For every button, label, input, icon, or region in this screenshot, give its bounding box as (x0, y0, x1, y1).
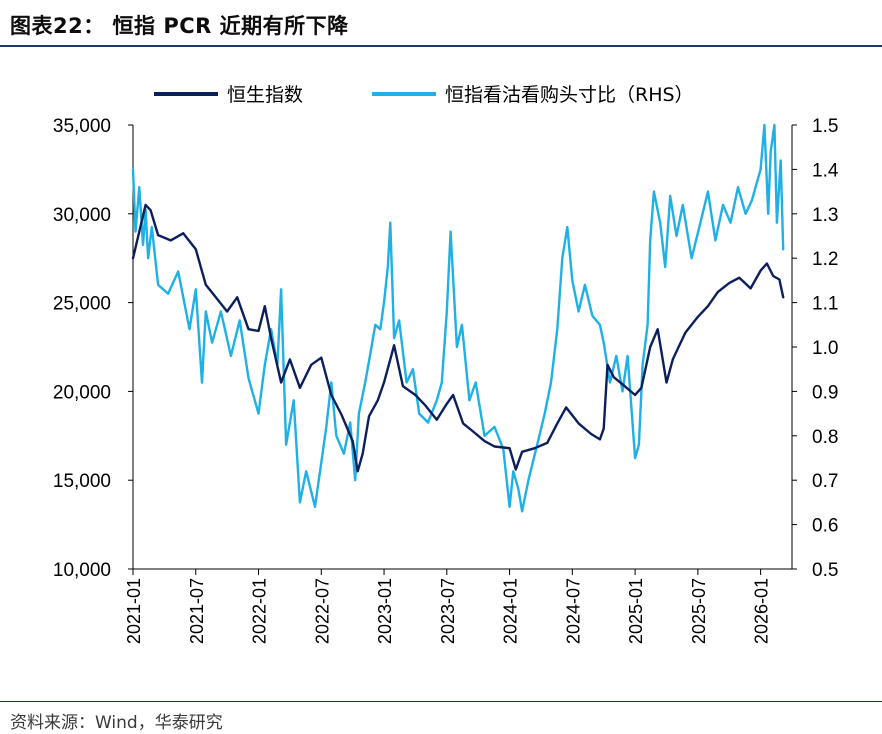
left-tick-label: 10,000 (53, 560, 111, 581)
x-tick-label: 2025-01 (626, 578, 646, 644)
chart-legend: 恒生指数 恒指看沽看购头寸比（RHS） (154, 84, 694, 106)
right-tick-label: 0.6 (812, 516, 838, 537)
x-tick-label: 2022-01 (250, 578, 270, 644)
legend-label-1: 恒指看沽看购头寸比（RHS） (445, 84, 694, 106)
left-tick-label: 25,000 (53, 294, 111, 315)
x-tick-label: 2021-01 (124, 578, 144, 644)
x-tick-label: 2025-07 (689, 578, 709, 644)
right-tick-label: 1.1 (812, 294, 838, 315)
x-tick-label: 2021-07 (187, 578, 207, 644)
right-tick-label: 1.3 (812, 205, 838, 226)
right-tick-label: 0.7 (812, 471, 838, 492)
footer-divider (0, 701, 882, 702)
x-tick-label: 2024-01 (501, 578, 521, 644)
right-tick-label: 1.0 (812, 338, 838, 359)
title-divider (0, 45, 882, 47)
series-line-1 (131, 123, 785, 513)
series-line-0 (131, 203, 785, 473)
left-tick-label: 20,000 (53, 382, 111, 403)
chart-axes: 10,000 15,000 20,000 25,000 30,000 35,000 0.5 0… (53, 116, 839, 644)
x-tick-label: 2023-07 (438, 578, 458, 644)
x-tick-label: 2024-07 (563, 578, 583, 644)
x-tick-label: 2026-01 (752, 578, 772, 644)
source-note: 资料来源：Wind，华泰研究 (10, 713, 223, 733)
left-tick-label: 15,000 (53, 471, 111, 492)
left-tick-label: 30,000 (53, 205, 111, 226)
right-tick-label: 0.8 (812, 427, 838, 448)
x-tick-label: 2022-07 (312, 578, 332, 644)
chart: 10,000 15,000 20,000 25,000 30,000 35,000 0.5 0… (53, 84, 839, 644)
x-tick-label: 2023-01 (375, 578, 395, 644)
right-tick-label: 1.5 (812, 116, 838, 137)
right-tick-label: 1.4 (812, 160, 839, 181)
chart-series (131, 123, 785, 513)
left-tick-label: 35,000 (53, 116, 111, 137)
right-tick-label: 1.2 (812, 249, 838, 270)
right-tick-label: 0.5 (812, 560, 838, 581)
page-title: 图表22： 恒指 PCR 近期有所下降 (10, 14, 349, 38)
right-tick-label: 0.9 (812, 382, 838, 403)
legend-label-0: 恒生指数 (227, 84, 303, 106)
